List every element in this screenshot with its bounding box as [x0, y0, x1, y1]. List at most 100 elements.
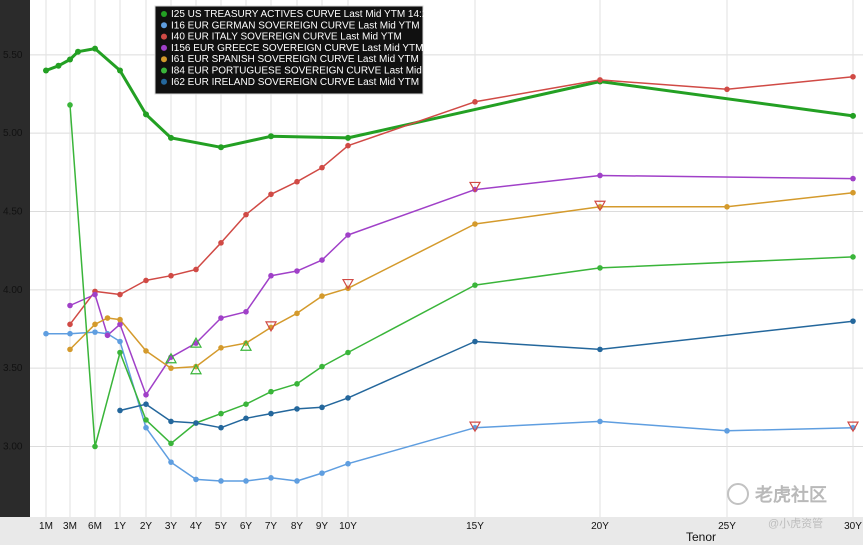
- data-point: [43, 67, 49, 74]
- x-tick-label: 6M: [88, 521, 102, 532]
- data-point: [168, 134, 174, 141]
- data-point: [143, 424, 149, 431]
- triangle-up-marker: [164, 352, 178, 364]
- data-point: [268, 388, 274, 395]
- legend-swatch: [161, 33, 167, 40]
- data-point: [43, 330, 49, 337]
- y-tick-label: 3.50: [3, 363, 23, 374]
- x-axis: 1M 3M 6M 1Y 2Y 3Y 4Y 5Y 6Y 7Y 8Y 9Y 10Y 15Y 20Y 25Y 30Y: [39, 521, 862, 532]
- data-point: [345, 395, 351, 401]
- data-point: [345, 349, 351, 356]
- x-tick-label: 30Y: [844, 521, 862, 532]
- legend-swatch: [161, 67, 167, 74]
- data-point: [243, 415, 249, 422]
- data-point: [117, 407, 123, 414]
- legend-swatch: [161, 22, 167, 29]
- data-point: [218, 144, 224, 151]
- legend-entry: I16 EUR GERMAN SOVEREIGN CURVE Last Mid …: [171, 20, 420, 31]
- x-tick-label: 15Y: [466, 521, 484, 532]
- data-point: [168, 418, 174, 425]
- triangle-down-marker: [264, 321, 278, 333]
- data-point: [294, 310, 300, 317]
- data-point: [92, 291, 98, 298]
- triangle-down-marker: [468, 421, 482, 433]
- data-point: [345, 134, 351, 141]
- data-point: [67, 346, 73, 353]
- data-point: [92, 329, 98, 335]
- data-point: [243, 308, 249, 315]
- triangle-down-marker: [468, 181, 482, 193]
- data-point: [67, 302, 73, 309]
- x-tick-label: 3Y: [165, 521, 178, 532]
- data-point: [268, 272, 274, 279]
- data-point: [117, 291, 123, 298]
- data-point: [850, 112, 856, 119]
- data-point: [55, 62, 62, 69]
- data-point: [193, 476, 199, 483]
- y-tick-label: 4.00: [3, 285, 23, 296]
- x-tick-label: 1Y: [114, 521, 127, 532]
- data-point: [724, 428, 730, 434]
- data-point: [218, 410, 224, 417]
- data-point: [117, 349, 123, 356]
- data-point: [218, 345, 224, 351]
- data-point: [168, 272, 174, 279]
- x-tick-label: 9Y: [316, 521, 329, 532]
- data-point: [268, 410, 274, 417]
- data-point: [724, 86, 730, 93]
- data-point: [143, 348, 149, 354]
- data-point: [168, 440, 174, 447]
- data-point: [92, 443, 98, 450]
- legend-swatch: [161, 56, 167, 63]
- legend-entry: I84 EUR PORTUGUESE SOVEREIGN CURVE Last …: [171, 66, 446, 77]
- triangle-up-marker: [239, 339, 253, 351]
- data-point: [294, 381, 300, 387]
- data-point: [117, 338, 123, 345]
- data-point: [597, 172, 603, 179]
- triangle-up-marker: [189, 363, 203, 375]
- data-point: [104, 332, 111, 339]
- data-point: [597, 418, 603, 425]
- data-point: [850, 318, 856, 324]
- x-tick-label: 1M: [39, 521, 53, 532]
- x-tick-label: 6Y: [240, 521, 253, 532]
- watermark: 老虎社区 @小虎资管: [727, 483, 827, 530]
- data-point: [117, 67, 123, 74]
- legend-entry: I25 US TREASURY ACTIVES CURVE Last Mid Y…: [171, 9, 447, 20]
- x-tick-label: 4Y: [190, 521, 203, 532]
- legend-entry: I61 EUR SPANISH SOVEREIGN CURVE Last Mid…: [171, 54, 419, 65]
- triangle-down-marker: [341, 278, 355, 290]
- data-point: [319, 293, 325, 299]
- data-point: [67, 102, 73, 108]
- data-point: [75, 48, 81, 55]
- data-point: [850, 254, 856, 260]
- data-point: [294, 478, 300, 484]
- data-point: [67, 56, 73, 63]
- triangle-up-marker: [189, 336, 203, 348]
- data-point: [472, 338, 478, 345]
- legend-swatch: [161, 44, 167, 51]
- data-point: [294, 178, 300, 185]
- legend-swatch: [161, 11, 167, 17]
- data-point: [193, 420, 199, 426]
- x-tick-label: 2Y: [140, 521, 153, 532]
- x-tick-label: 25Y: [718, 521, 736, 532]
- data-point: [319, 164, 325, 171]
- data-point: [92, 45, 98, 52]
- data-point: [345, 460, 351, 467]
- legend-entry: I62 EUR IRELAND SOVEREIGN CURVE Last Mid…: [171, 77, 419, 88]
- y-tick-label: 3.00: [3, 442, 23, 453]
- data-point: [268, 191, 274, 198]
- watermark-logo-icon: [727, 483, 749, 505]
- watermark-handle: @小虎资管: [768, 516, 823, 530]
- x-axis-label: Tenor: [686, 530, 716, 544]
- data-point: [319, 404, 325, 411]
- data-point: [319, 363, 325, 370]
- triangle-down-marker: [593, 200, 607, 212]
- data-point: [294, 406, 300, 412]
- y-tick-label: 4.50: [3, 207, 23, 218]
- data-point: [143, 417, 149, 423]
- x-tick-label: 7Y: [265, 521, 278, 532]
